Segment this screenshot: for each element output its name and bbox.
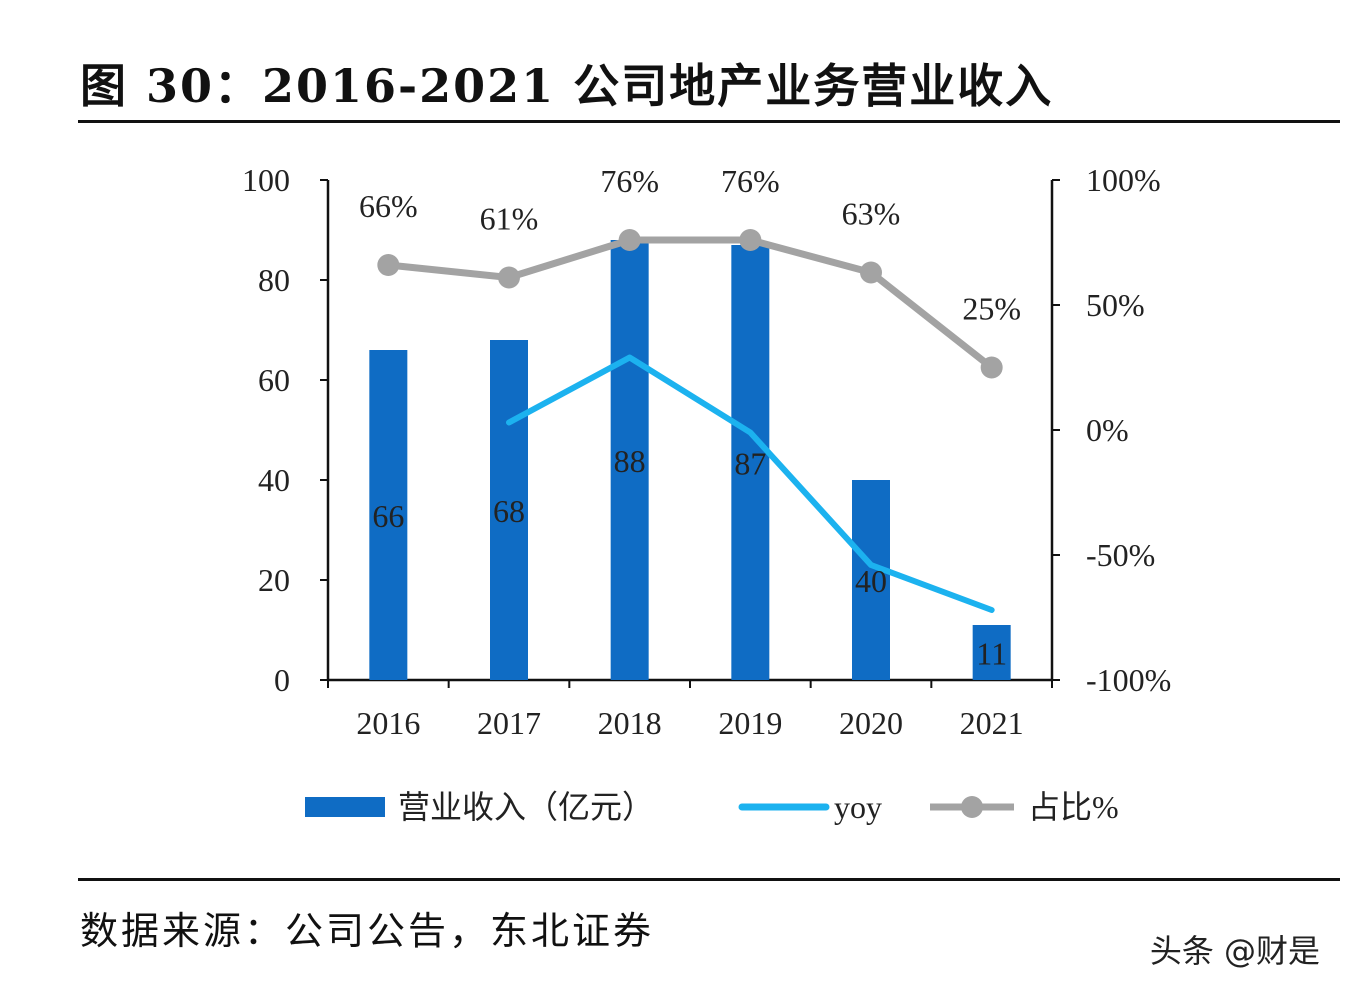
legend-bar-swatch (305, 797, 385, 817)
share-label: 66% (359, 188, 418, 224)
left-tick-label: 60 (258, 362, 290, 398)
right-tick-label: -50% (1086, 537, 1155, 573)
share-point-2020 (860, 261, 882, 284)
legend-share-label: 占比% (1028, 789, 1119, 825)
yoy-line (506, 354, 995, 613)
x-tick-label: 2017 (477, 705, 541, 741)
share-point-2018 (618, 229, 641, 251)
bar-2021 (972, 625, 1011, 680)
bar-label: 87 (734, 446, 766, 482)
left-tick-label: 100 (242, 162, 290, 198)
share-point-2019 (739, 229, 762, 251)
x-tick-label: 2018 (598, 705, 662, 741)
share-label: 63% (842, 196, 901, 232)
source-note: 数据来源：公司公告，东北证券 (80, 909, 655, 953)
bar-2016 (369, 350, 408, 680)
legend-yoy-label: yoy (834, 789, 882, 825)
bar-2017 (490, 340, 528, 680)
bar-label: 66 (372, 498, 404, 534)
top-rule (78, 120, 1340, 123)
left-tick-label: 80 (258, 262, 290, 298)
share-label: 61% (480, 201, 539, 237)
share-point-2017 (498, 266, 520, 289)
watermark: 头条 @财是 (1149, 932, 1320, 970)
share-label: 76% (600, 163, 659, 199)
bar-2018 (610, 240, 649, 680)
share-line (387, 236, 994, 371)
bar-label: 11 (976, 636, 1007, 672)
x-tick-label: 2021 (960, 705, 1024, 741)
bar-label: 68 (493, 493, 525, 529)
left-tick-label: 40 (258, 462, 290, 498)
figure-title: 图 30：2016-2021 公司地产业务营业收入 (80, 59, 1054, 113)
right-tick-label: -100% (1086, 662, 1171, 698)
share-point-2021 (980, 356, 1003, 379)
x-tick-label: 2016 (356, 705, 420, 741)
legend-bar-label: 营业收入（亿元） (398, 789, 654, 825)
share-point-2016 (377, 254, 400, 276)
bar-2020 (852, 480, 890, 680)
x-tick-label: 2019 (718, 705, 782, 741)
bar-label: 88 (614, 443, 646, 479)
share-label: 76% (721, 163, 780, 199)
left-tick-label: 20 (258, 562, 290, 598)
left-tick-label: 0 (274, 662, 290, 698)
right-tick-label: 100% (1086, 162, 1161, 198)
bar-2019 (731, 245, 770, 680)
right-tick-label: 50% (1086, 287, 1145, 323)
bottom-rule (78, 878, 1340, 881)
share-label: 25% (962, 291, 1021, 327)
legend-share-marker (961, 796, 983, 818)
bar-label: 40 (855, 563, 887, 599)
x-tick-label: 2020 (839, 705, 903, 741)
right-tick-label: 0% (1086, 412, 1129, 448)
